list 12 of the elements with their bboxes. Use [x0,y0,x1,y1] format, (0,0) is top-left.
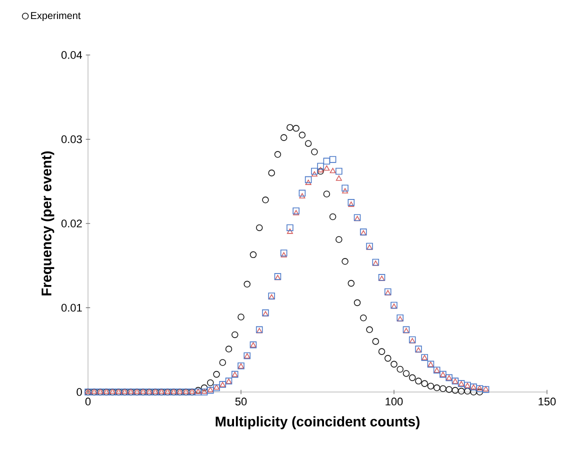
x-tick-label: 0 [85,398,91,406]
x-tick-label: 50 [235,398,247,406]
y-tick-label: 0.04 [61,51,82,59]
y-tick-label: 0.03 [61,135,82,144]
x-tick-label: 100 [386,398,403,406]
y-tick-label: 0.01 [61,304,82,312]
y-tick-label: 0 [76,388,82,396]
y-axis-title: Frequency (per event) [41,151,54,296]
x-axis-title: Multiplicity (coincident counts) [216,416,420,430]
x-tick-label: 150 [538,398,556,406]
y-tick-label: 0.02 [61,220,82,228]
legend-label: Experiment [31,12,81,22]
